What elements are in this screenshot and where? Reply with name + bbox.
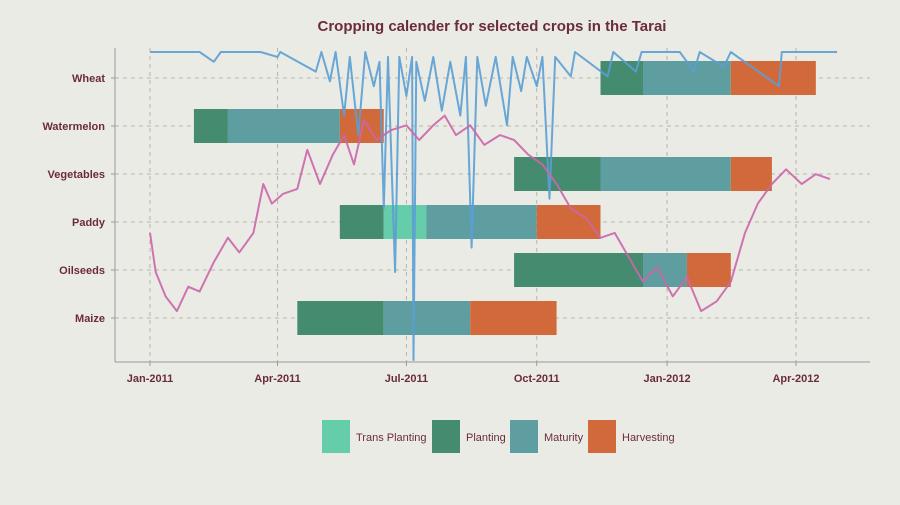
axes: Maize Oilseeds Paddy Vegetables Watermelon Wh… xyxy=(42,48,870,385)
y-tick-label: Paddy xyxy=(72,217,106,229)
legend-label: Trans Planting xyxy=(356,432,427,444)
gantt-bar xyxy=(686,253,731,287)
gantt-bar xyxy=(600,61,643,95)
legend-label: Planting xyxy=(466,432,506,444)
legend-swatch xyxy=(322,420,350,453)
x-tick-label: Jul-2011 xyxy=(385,373,428,385)
x-tick-label: Jan-2012 xyxy=(644,373,691,385)
gantt-bar xyxy=(730,157,772,191)
legend-label: Harvesting xyxy=(622,432,675,444)
gantt-bar xyxy=(730,61,816,95)
overlay-lines xyxy=(149,51,838,361)
legend-swatch xyxy=(588,420,616,453)
gantt-bar xyxy=(643,61,731,95)
y-tick-label: Oilseeds xyxy=(59,265,105,277)
series-line xyxy=(150,51,838,361)
y-tick-label: Watermelon xyxy=(42,121,105,133)
gantt-bar xyxy=(470,301,557,335)
gantt-bar xyxy=(514,253,643,287)
gantt-bar xyxy=(297,301,384,335)
x-tick-label: Oct-2011 xyxy=(514,373,560,385)
gantt-bar xyxy=(227,109,340,143)
y-tick-label: Maize xyxy=(75,313,105,325)
y-tick-label: Wheat xyxy=(72,73,105,85)
legend-swatch xyxy=(510,420,538,453)
chart-title: Cropping calender for selected crops in … xyxy=(318,18,667,35)
series-line xyxy=(149,114,831,313)
gantt-bar xyxy=(426,205,537,239)
gantt-bar xyxy=(383,205,427,239)
x-tick-label: Jan-2011 xyxy=(127,373,173,385)
x-tick-label: Apr-2011 xyxy=(254,373,300,385)
legend-swatch xyxy=(432,420,460,453)
x-tick-label: Apr-2012 xyxy=(772,373,819,385)
bars xyxy=(193,61,816,335)
legend: Trans Planting Planting Maturity Harvesting xyxy=(322,420,675,453)
gantt-bar xyxy=(339,205,384,239)
gantt-bar xyxy=(536,205,601,239)
legend-label: Maturity xyxy=(544,432,584,444)
gantt-bar xyxy=(193,109,228,143)
y-tick-label: Vegetables xyxy=(48,169,105,181)
gantt-bar xyxy=(600,157,731,191)
gantt-bar xyxy=(383,301,471,335)
